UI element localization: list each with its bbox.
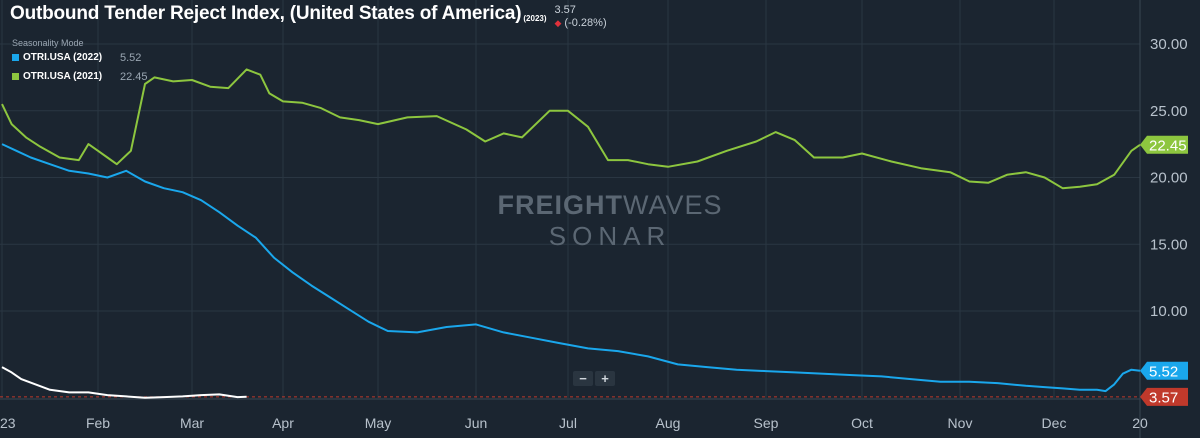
chart-header: Outbound Tender Reject Index, (United St… <box>10 3 607 30</box>
freightwaves-sonar-watermark: FREIGHTWAVES SONAR <box>470 190 750 252</box>
y-tick-label: 25.00 <box>1150 103 1188 120</box>
zoom-out-button[interactable]: − <box>573 371 593 386</box>
x-tick-label: Aug <box>656 415 681 431</box>
series-line <box>1 68 1141 190</box>
current-value: 3.57 <box>554 4 576 16</box>
series-layer <box>1 68 1141 399</box>
chart-title: Outbound Tender Reject Index, (United St… <box>10 3 522 24</box>
y-tick-label: 20.00 <box>1150 170 1188 187</box>
end-label-text: 5.52 <box>1149 363 1178 380</box>
x-tick-label: 23 <box>0 415 16 431</box>
end-labels: 22.45 5.52 3.57 <box>1140 135 1188 406</box>
legend-value: 5.52 <box>120 51 142 64</box>
zoom-in-button[interactable]: + <box>595 371 615 386</box>
x-tick-label: Dec <box>1042 415 1067 431</box>
end-label-tag <box>1140 135 1188 154</box>
y-tick-label: 15.00 <box>1150 236 1188 253</box>
x-tick-label: May <box>365 415 391 431</box>
legend-item-2021[interactable]: OTRI.USA (2021) 22.45 <box>12 71 148 83</box>
x-tick-label: Feb <box>86 415 110 431</box>
x-tick-label: Oct <box>851 415 873 431</box>
change-text: (-0.28%) <box>564 17 607 29</box>
x-tick-label: 20 <box>1132 415 1148 431</box>
x-tick-label: Sep <box>754 415 779 431</box>
x-tick-label: Mar <box>180 415 204 431</box>
seasonality-mode-label: Seasonality Mode <box>12 38 84 48</box>
watermark-sonar: SONAR <box>548 221 672 251</box>
header-values: 3.57 ◆ (-0.28%) <box>555 4 607 30</box>
legend-label: OTRI.USA (2021) <box>23 71 103 82</box>
end-label-text: 22.45 <box>1149 137 1187 154</box>
grid-lines <box>0 0 1141 438</box>
legend-value: 22.45 <box>120 70 148 83</box>
x-tick-label: Jul <box>559 415 577 431</box>
down-arrow-icon: ◆ <box>554 18 562 28</box>
legend-swatch <box>12 73 19 80</box>
series-line <box>1 143 1141 393</box>
y-axis: 30.00 25.00 20.00 15.00 10.00 <box>1150 36 1188 320</box>
legend-label: OTRI.USA (2022) <box>23 52 103 63</box>
watermark-bold: FREIGHT <box>497 190 623 220</box>
change-value: ◆ (-0.28%) <box>555 17 607 30</box>
legend-item-2022[interactable]: OTRI.USA (2022) 5.52 <box>12 52 141 64</box>
end-label-text: 3.57 <box>1149 389 1178 406</box>
watermark-thin: WAVES <box>622 190 723 220</box>
x-tick-label: Nov <box>948 415 973 431</box>
end-label-tag <box>1140 361 1188 380</box>
y-tick-label: 10.00 <box>1150 303 1188 320</box>
series-line <box>1 366 247 399</box>
x-tick-label: Jun <box>465 415 488 431</box>
zoom-controls: − + <box>573 371 617 386</box>
title-year: (2023) <box>523 14 547 23</box>
end-label-tag <box>1140 387 1188 406</box>
legend-swatch <box>12 54 19 61</box>
x-axis: 23 Feb Mar Apr May Jun Jul Aug Sep Oct Nov Dec 20 <box>0 415 1148 431</box>
x-tick-label: Apr <box>272 415 294 431</box>
y-tick-label: 30.00 <box>1150 36 1188 53</box>
